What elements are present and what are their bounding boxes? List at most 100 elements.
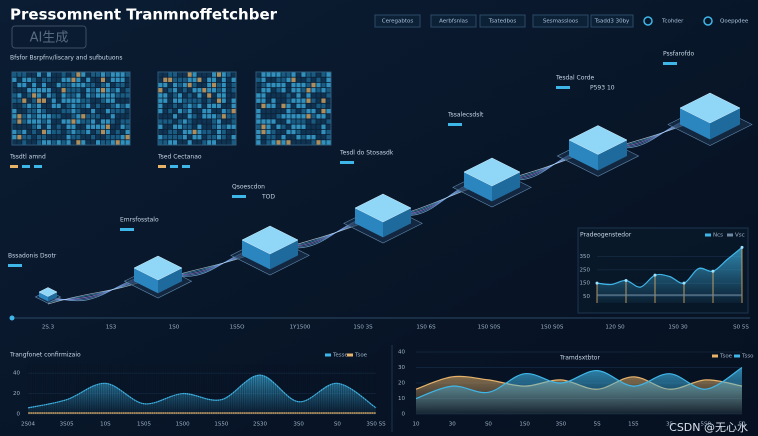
heatmap-cell (120, 108, 125, 114)
heatmap-cell (291, 134, 296, 140)
heatmap-cell (291, 88, 296, 93)
heatmap-cell (51, 93, 56, 98)
heatmap-cell (187, 134, 192, 140)
heatmap-cell (158, 103, 163, 109)
heatmap-cell (266, 134, 271, 140)
heatmap-cell (91, 98, 96, 103)
heatmap-cell (115, 103, 120, 109)
heatmap-cell (32, 72, 37, 77)
stack-label: Emrsfosstalo (120, 217, 159, 224)
heatmap-cell (326, 77, 331, 83)
heatmap-cell (27, 93, 32, 98)
heatmap-cell (66, 98, 71, 103)
heatmap-cell (27, 134, 32, 140)
heatmap-cell (173, 108, 178, 114)
chart-title: Tramdsxtbtor (559, 355, 600, 362)
heatmap-cell (66, 119, 71, 124)
heatmap-cell (177, 134, 182, 140)
heatmap-cell (281, 77, 286, 83)
heatmap-cell (12, 88, 17, 93)
heatmap-cell (291, 82, 296, 88)
nav-button[interactable] (479, 14, 526, 28)
x-tick-label: 1S0 (519, 422, 530, 428)
heatmap-cell (197, 129, 202, 135)
block-top (38, 287, 58, 297)
block-top (679, 92, 741, 124)
heatmap-cell (91, 72, 96, 77)
heatmap-cell (226, 134, 231, 140)
heatmap-cell (301, 114, 306, 119)
heatmap-cell (231, 134, 236, 140)
heatmap-cell (276, 93, 281, 98)
heatmap-cell (110, 82, 115, 88)
heatmap-cell (291, 140, 296, 145)
x-tick-label: 5S (594, 422, 601, 428)
heatmap-cell (311, 129, 316, 135)
heatmap-cell (158, 124, 163, 129)
heatmap-cell (216, 88, 221, 93)
heatmap-cell (321, 103, 326, 109)
heatmap-cell (76, 72, 81, 77)
heatmap-cell (41, 108, 47, 114)
point (624, 278, 628, 282)
heatmap-cell (296, 77, 301, 83)
block-left (134, 268, 158, 294)
heatmap-cell (163, 77, 168, 83)
timeline-label: 1S0 S0S (478, 325, 501, 331)
heatmap-cell (56, 98, 61, 103)
heatmap-cell (51, 98, 56, 103)
heatmap-cell (271, 140, 276, 145)
heatmap-cell (51, 129, 56, 135)
heatmap-cell (168, 98, 173, 103)
heatmap-cell (110, 88, 115, 93)
heatmap-cell (17, 98, 22, 103)
heatmap-cell (66, 77, 71, 83)
heatmap-cell (326, 72, 331, 77)
timeline-label: 1Y1500 (290, 325, 311, 331)
heatmap-cell (202, 82, 207, 88)
heatmap-cell (168, 140, 173, 145)
heatmap-cell (173, 140, 178, 145)
heatmap-cell (163, 88, 168, 93)
panel-swatch (22, 165, 30, 168)
heatmap-cell (271, 134, 276, 140)
heatmap-cell (120, 77, 125, 83)
x-tick-label: 1S5 (628, 422, 639, 428)
nav-button[interactable] (374, 14, 421, 28)
heatmap-cell (221, 124, 226, 129)
heatmap-cell (276, 98, 281, 103)
heatmap-cell (266, 82, 271, 88)
heatmap-cell (51, 103, 56, 109)
heatmap-cell (197, 134, 202, 140)
heatmap-cell (321, 140, 326, 145)
heatmap-cell (202, 119, 207, 124)
heatmap-cell (168, 114, 173, 119)
nav-button[interactable] (430, 14, 477, 28)
block-top (133, 255, 183, 281)
heatmap-cell (281, 93, 286, 98)
heatmap-cell (212, 129, 217, 135)
heatmap-cell (182, 103, 187, 109)
subtitle: Bfsfor Bsrpfnv/liscary and sufbutuons (10, 55, 122, 62)
heatmap-cell (158, 98, 163, 103)
heatmap-cell (216, 82, 221, 88)
heatmap-cell (316, 134, 321, 140)
heatmap-cell (187, 93, 192, 98)
heatmap-cell (182, 124, 187, 129)
heatmap-cell (120, 98, 125, 103)
heatmap-cell (105, 114, 110, 119)
nav-button[interactable] (532, 14, 589, 28)
heatmap-cell (226, 108, 231, 114)
heatmap-cell (216, 72, 221, 77)
heatmap-cell (276, 72, 281, 77)
heatmap-cell (187, 82, 192, 88)
heatmap-cell (216, 129, 221, 135)
heatmap-cell (81, 77, 86, 83)
heatmap-cell (286, 98, 291, 103)
nav-button[interactable] (590, 14, 634, 28)
y-tick-label: 50 (583, 294, 590, 300)
heatmap-cell (296, 134, 301, 140)
heatmap-cell (12, 119, 17, 124)
heatmap-cell (301, 93, 306, 98)
